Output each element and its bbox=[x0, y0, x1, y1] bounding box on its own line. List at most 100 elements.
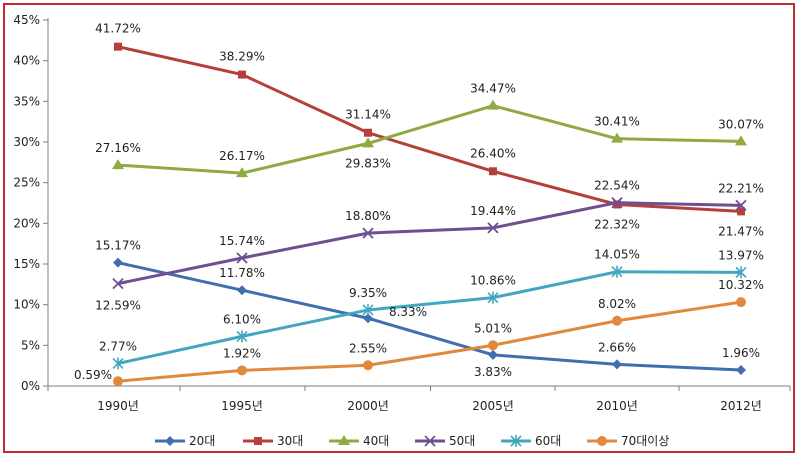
data-point bbox=[236, 167, 248, 178]
data-point bbox=[489, 167, 497, 176]
data-label: 15.17% bbox=[95, 239, 141, 253]
data-point bbox=[363, 313, 373, 324]
data-label: 38.29% bbox=[219, 50, 265, 64]
x-tick-label: 2005년 bbox=[472, 399, 514, 413]
data-point bbox=[735, 135, 747, 146]
data-point bbox=[736, 297, 746, 308]
data-point bbox=[362, 137, 374, 148]
data-label: 26.17% bbox=[219, 149, 265, 163]
legend-label: 60대 bbox=[535, 434, 561, 448]
series-line bbox=[117, 270, 742, 365]
data-point bbox=[611, 132, 623, 143]
data-label: 21.47% bbox=[718, 224, 764, 238]
data-point bbox=[612, 359, 622, 370]
data-label: 22.54% bbox=[594, 179, 640, 193]
legend-label: 20대 bbox=[189, 434, 215, 448]
data-label: 2.66% bbox=[598, 340, 636, 354]
data-point bbox=[236, 252, 248, 264]
data-point bbox=[238, 70, 246, 79]
series-6 bbox=[113, 297, 746, 387]
series-line bbox=[117, 45, 742, 213]
data-point bbox=[113, 376, 123, 387]
data-label: 30.07% bbox=[718, 117, 764, 131]
data-point bbox=[611, 197, 623, 209]
y-tick-label: 25% bbox=[13, 176, 40, 190]
data-point bbox=[737, 207, 745, 216]
data-point bbox=[735, 266, 747, 279]
data-label: 29.83% bbox=[345, 156, 391, 170]
data-label: 41.72% bbox=[95, 22, 141, 36]
y-tick-label: 35% bbox=[13, 94, 40, 108]
legend-item: 20대 bbox=[155, 434, 215, 448]
series-4 bbox=[112, 197, 747, 290]
x-tick-label: 1990년 bbox=[97, 399, 139, 413]
data-label: 2.77% bbox=[99, 339, 137, 353]
data-label: 22.32% bbox=[594, 217, 640, 231]
legend-label: 50대 bbox=[449, 434, 475, 448]
data-label: 8.33% bbox=[389, 305, 427, 319]
legend-label: 30대 bbox=[277, 434, 303, 448]
marker-stroke bbox=[611, 197, 623, 209]
marker-stroke bbox=[424, 435, 436, 447]
legend-marker bbox=[338, 435, 350, 445]
x-tick-label: 2012년 bbox=[720, 399, 762, 413]
data-point bbox=[113, 257, 123, 268]
legend-item: 40대 bbox=[329, 434, 389, 448]
data-label: 18.80% bbox=[345, 209, 391, 223]
data-label: 27.16% bbox=[95, 141, 141, 155]
chart-frame bbox=[3, 3, 795, 453]
data-label: 15.74% bbox=[219, 234, 265, 248]
marker-stroke bbox=[362, 227, 374, 239]
data-label: 10.86% bbox=[470, 274, 516, 288]
data-label: 8.02% bbox=[598, 297, 636, 311]
y-tick-label: 40% bbox=[13, 54, 40, 68]
legend-item: 50대 bbox=[415, 434, 475, 448]
data-point bbox=[112, 159, 124, 170]
data-point bbox=[488, 349, 498, 360]
marker-stroke bbox=[487, 222, 499, 234]
data-point bbox=[487, 291, 499, 304]
legend-marker bbox=[424, 435, 436, 447]
marker-stroke bbox=[236, 252, 248, 264]
legend-label: 70대이상 bbox=[621, 434, 669, 448]
marker-stroke bbox=[112, 277, 124, 290]
data-label: 1.92% bbox=[223, 346, 261, 360]
legend-marker bbox=[165, 436, 175, 446]
data-label: 26.40% bbox=[470, 146, 516, 160]
y-tick-label: 5% bbox=[21, 338, 40, 352]
series-2 bbox=[114, 42, 745, 216]
data-label: 12.59% bbox=[95, 299, 141, 313]
data-point bbox=[362, 303, 374, 316]
series-line bbox=[117, 104, 742, 175]
series-line bbox=[117, 201, 742, 286]
data-point bbox=[236, 330, 248, 343]
series-line bbox=[117, 261, 742, 372]
data-label: 31.14% bbox=[345, 108, 391, 122]
data-label: 2.55% bbox=[349, 341, 387, 355]
data-point bbox=[735, 199, 747, 211]
legend-label: 40대 bbox=[363, 434, 389, 448]
data-point bbox=[362, 227, 374, 239]
y-tick-label: 45% bbox=[13, 13, 40, 27]
data-label: 10.32% bbox=[718, 278, 764, 292]
data-label: 11.78% bbox=[219, 266, 265, 280]
series-line bbox=[117, 300, 742, 383]
x-tick-label: 1995년 bbox=[221, 399, 263, 413]
legend-item: 60대 bbox=[501, 434, 561, 448]
data-label: 6.10% bbox=[223, 312, 261, 326]
data-point bbox=[487, 222, 499, 234]
data-label: 22.21% bbox=[718, 181, 764, 195]
data-label: 1.96% bbox=[722, 346, 760, 360]
y-tick-label: 20% bbox=[13, 216, 40, 230]
data-label: 14.05% bbox=[594, 248, 640, 262]
data-point bbox=[363, 360, 373, 371]
data-point bbox=[487, 99, 499, 110]
y-tick-label: 0% bbox=[21, 379, 40, 393]
x-tick-label: 2000년 bbox=[347, 399, 389, 413]
data-point bbox=[112, 277, 124, 290]
legend-marker bbox=[254, 437, 262, 445]
x-tick-label: 2010년 bbox=[596, 399, 638, 413]
data-label: 34.47% bbox=[470, 82, 516, 96]
legend-marker bbox=[510, 435, 522, 447]
